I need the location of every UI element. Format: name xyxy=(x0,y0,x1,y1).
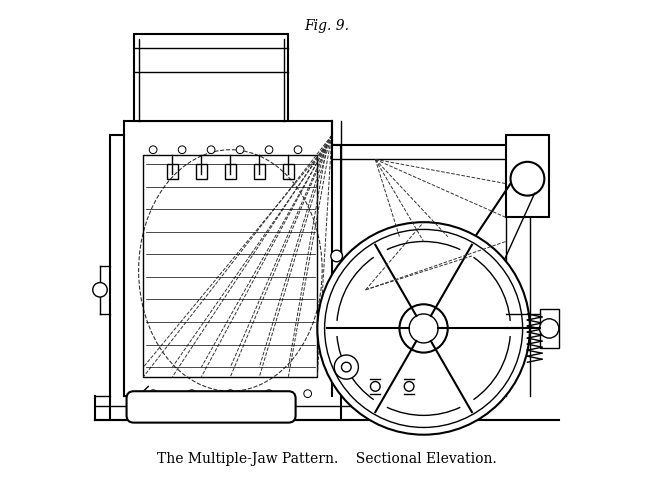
Circle shape xyxy=(370,382,380,391)
Circle shape xyxy=(179,146,186,154)
Circle shape xyxy=(404,382,414,391)
Bar xyxy=(283,164,294,179)
Circle shape xyxy=(188,390,196,398)
Text: Fig. 9.: Fig. 9. xyxy=(305,19,349,33)
Bar xyxy=(134,34,288,121)
Circle shape xyxy=(511,162,544,196)
FancyBboxPatch shape xyxy=(127,391,296,423)
Bar xyxy=(196,164,207,179)
Circle shape xyxy=(334,355,358,379)
Circle shape xyxy=(331,250,343,262)
Circle shape xyxy=(226,390,234,398)
Circle shape xyxy=(265,390,273,398)
Circle shape xyxy=(540,319,559,338)
Circle shape xyxy=(93,283,107,297)
Circle shape xyxy=(294,146,302,154)
Circle shape xyxy=(409,314,438,343)
Circle shape xyxy=(265,146,273,154)
Circle shape xyxy=(341,362,351,372)
Text: The Multiple-Jaw Pattern.    Sectional Elevation.: The Multiple-Jaw Pattern. Sectional Elev… xyxy=(157,452,497,466)
Circle shape xyxy=(149,390,157,398)
Bar xyxy=(143,155,317,377)
Circle shape xyxy=(317,222,530,435)
Bar xyxy=(506,135,549,217)
Circle shape xyxy=(149,146,157,154)
Bar xyxy=(224,164,236,179)
Circle shape xyxy=(236,146,244,154)
Circle shape xyxy=(304,390,311,398)
Circle shape xyxy=(400,304,448,353)
Circle shape xyxy=(207,146,215,154)
Bar xyxy=(540,309,559,348)
Bar xyxy=(167,164,179,179)
Bar xyxy=(254,164,265,179)
Circle shape xyxy=(324,229,523,427)
